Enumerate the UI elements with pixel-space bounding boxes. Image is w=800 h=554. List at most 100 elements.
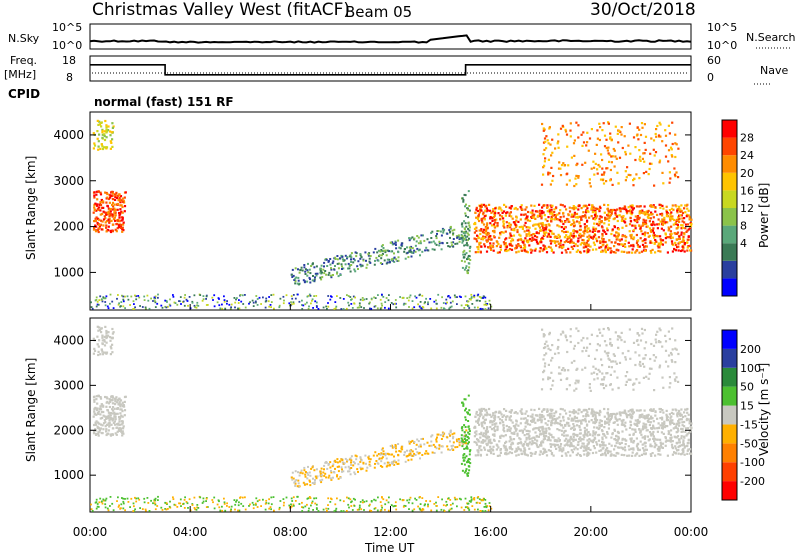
power-point bbox=[631, 204, 634, 207]
power-point bbox=[499, 231, 502, 235]
power-point bbox=[548, 127, 551, 130]
power-point bbox=[669, 230, 672, 233]
velocity-point bbox=[188, 498, 191, 501]
velocity-point bbox=[540, 421, 543, 424]
velocity-point bbox=[592, 445, 595, 448]
power-point bbox=[584, 216, 587, 219]
velocity-point bbox=[456, 446, 459, 448]
power-point bbox=[550, 240, 554, 243]
power-point bbox=[95, 296, 98, 299]
power-point bbox=[143, 299, 146, 301]
power-point bbox=[642, 249, 646, 252]
power-point bbox=[156, 302, 159, 305]
velocity-point bbox=[550, 419, 553, 422]
power-point bbox=[511, 217, 514, 220]
power-point bbox=[643, 141, 646, 144]
power-point bbox=[440, 306, 443, 309]
velocity-point bbox=[424, 503, 426, 506]
power-point bbox=[658, 246, 661, 249]
power-point bbox=[625, 176, 628, 179]
power-point bbox=[598, 220, 601, 223]
velocity-point bbox=[379, 453, 382, 456]
velocity-point bbox=[466, 461, 468, 464]
power-point bbox=[478, 229, 481, 232]
power-point bbox=[121, 228, 124, 231]
velocity-point bbox=[111, 427, 114, 430]
power-point bbox=[543, 148, 546, 151]
power-point bbox=[336, 258, 339, 261]
power-point bbox=[527, 241, 530, 244]
power-point bbox=[594, 229, 597, 232]
velocity-point bbox=[294, 482, 297, 485]
power-point bbox=[404, 248, 406, 250]
velocity-point bbox=[350, 461, 352, 464]
power-point bbox=[526, 251, 529, 254]
power-point bbox=[583, 223, 586, 226]
power-point bbox=[424, 301, 426, 303]
power-point bbox=[482, 223, 486, 226]
velocity-point bbox=[409, 452, 412, 455]
power-point bbox=[590, 128, 593, 131]
power-point bbox=[355, 252, 358, 255]
power-point bbox=[594, 211, 597, 214]
power-point bbox=[616, 171, 619, 174]
velocity-point bbox=[467, 431, 470, 434]
velocity-point bbox=[633, 422, 636, 425]
power-point bbox=[545, 226, 548, 229]
velocity-point bbox=[632, 439, 636, 443]
power-point bbox=[309, 281, 312, 284]
power-point bbox=[360, 306, 363, 308]
velocity-point bbox=[620, 423, 623, 426]
power-point bbox=[537, 214, 540, 217]
power-point bbox=[572, 221, 576, 224]
power-point bbox=[549, 143, 552, 146]
velocity-point bbox=[649, 417, 652, 420]
velocity-point bbox=[605, 436, 608, 439]
velocity-point bbox=[488, 505, 491, 508]
velocity-point bbox=[105, 428, 108, 431]
velocity-point bbox=[115, 396, 118, 399]
power-point bbox=[485, 250, 489, 253]
power-point bbox=[658, 159, 662, 162]
power-point bbox=[508, 222, 511, 225]
power-point bbox=[370, 307, 373, 310]
power-point bbox=[572, 208, 576, 211]
power-point bbox=[601, 167, 604, 170]
power-point bbox=[462, 200, 465, 203]
velocity-point bbox=[625, 414, 628, 417]
velocity-point bbox=[395, 450, 398, 453]
velocity-point bbox=[462, 441, 465, 443]
power-point bbox=[592, 209, 595, 212]
power-point bbox=[183, 296, 186, 299]
velocity-point bbox=[572, 433, 575, 436]
velocity-point bbox=[435, 440, 438, 443]
power-point bbox=[476, 209, 479, 213]
velocity-point bbox=[671, 421, 674, 424]
velocity-point bbox=[460, 462, 463, 465]
velocity-point bbox=[540, 441, 543, 444]
power-point bbox=[603, 134, 607, 137]
power-point bbox=[403, 302, 406, 305]
power-point bbox=[610, 210, 613, 213]
power-point bbox=[321, 276, 324, 279]
velocity-point bbox=[417, 440, 420, 443]
velocity-point bbox=[381, 506, 383, 509]
velocity-point bbox=[336, 458, 339, 461]
power-point bbox=[467, 233, 470, 236]
velocity-point bbox=[651, 409, 654, 412]
velocity-point bbox=[654, 414, 657, 417]
velocity-point bbox=[398, 450, 401, 452]
velocity-point bbox=[508, 426, 511, 429]
power-point bbox=[653, 184, 656, 187]
power-point bbox=[647, 173, 650, 176]
power-point bbox=[470, 296, 473, 298]
power-point bbox=[598, 230, 601, 233]
velocity-point bbox=[101, 416, 104, 420]
velocity-point bbox=[219, 509, 222, 512]
power-point bbox=[537, 223, 540, 226]
power-point bbox=[539, 214, 542, 217]
power-point bbox=[110, 190, 113, 193]
velocity-point bbox=[564, 452, 567, 455]
power-point bbox=[600, 173, 604, 176]
power-point bbox=[511, 244, 514, 247]
